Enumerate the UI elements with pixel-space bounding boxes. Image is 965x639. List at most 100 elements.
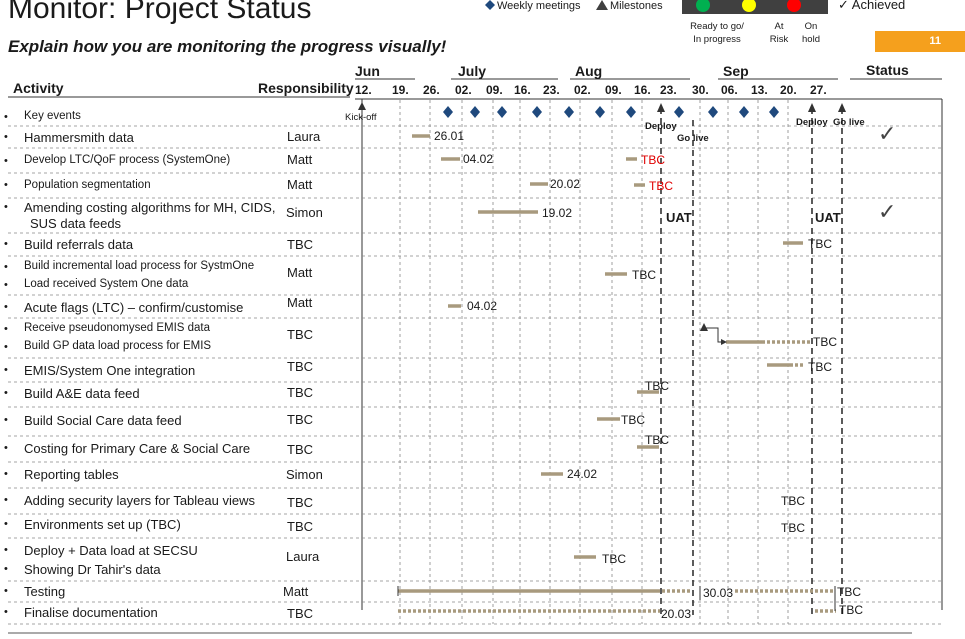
bullet: • bbox=[4, 155, 8, 167]
gantt-bars bbox=[398, 134, 803, 593]
activity-label: Build A&E data feed bbox=[24, 386, 140, 401]
activity-label: Build referrals data bbox=[24, 237, 134, 252]
bullet: • bbox=[4, 414, 8, 426]
week-label: 09. bbox=[605, 83, 622, 97]
deploy-arrow-icon bbox=[657, 103, 665, 112]
page-subtitle: Explain how you are monitoring the progr… bbox=[8, 37, 447, 56]
activity-label: Population segmentation bbox=[24, 179, 151, 191]
bullet: • bbox=[4, 238, 8, 250]
bar-label: 04.02 bbox=[467, 299, 498, 313]
deploy2-arrow-icon bbox=[808, 103, 816, 112]
week-label: 09. bbox=[486, 83, 503, 97]
month-sep: Sep bbox=[723, 63, 749, 79]
responsibility-label: Simon bbox=[286, 205, 323, 220]
golive-label: Go live bbox=[677, 133, 709, 144]
bar-label: TBC bbox=[837, 585, 861, 599]
month-july: July bbox=[458, 63, 487, 79]
milestone-lines bbox=[660, 108, 843, 615]
activity-label: Build incremental load process for Systm… bbox=[24, 260, 255, 272]
bar-label: 20.03 bbox=[661, 607, 692, 621]
bar-label: 26.01 bbox=[434, 129, 465, 143]
responsibility-label: Matt bbox=[283, 584, 309, 599]
activity-label: Deploy + Data load at SECSU bbox=[24, 543, 198, 558]
gantt-dotted-bars bbox=[398, 340, 836, 613]
bullet: • bbox=[4, 179, 8, 191]
golive2-label: Go live bbox=[833, 117, 865, 128]
week-gridlines bbox=[399, 100, 789, 624]
legend-achieved: ✓ Achieved bbox=[838, 0, 906, 12]
bar-label: TBC bbox=[839, 603, 863, 617]
week-label: 23. bbox=[660, 83, 677, 97]
week-label: 06. bbox=[721, 83, 738, 97]
bar-label: TBC bbox=[641, 153, 665, 167]
week-label: 27. bbox=[810, 83, 827, 97]
red-light-icon bbox=[787, 0, 801, 12]
golive2-arrow-icon bbox=[838, 103, 846, 112]
page-title: Monitor: Project Status bbox=[8, 0, 312, 25]
responsibility-label: Matt bbox=[287, 177, 313, 192]
week-label: 02. bbox=[455, 83, 472, 97]
bar-label: TBC bbox=[621, 413, 645, 427]
bar-label: 19.02 bbox=[542, 206, 573, 220]
deploy2-label: Deploy bbox=[796, 117, 828, 128]
responsibility-label: Laura bbox=[287, 129, 321, 144]
week-label: 16. bbox=[634, 83, 651, 97]
bullet: • bbox=[4, 261, 8, 273]
responsibility-label: TBC bbox=[287, 327, 313, 342]
activity-label: Environments set up (TBC) bbox=[24, 517, 181, 532]
bullet: • bbox=[4, 131, 8, 143]
activity-label: Finalise documentation bbox=[24, 605, 158, 620]
bullet: • bbox=[4, 201, 8, 213]
activity-label: Showing Dr Tahir's data bbox=[24, 562, 161, 577]
responsibility-label: TBC bbox=[287, 495, 313, 510]
header-activity: Activity bbox=[13, 80, 64, 96]
responsibility-label: Matt bbox=[287, 265, 313, 280]
bullet: • bbox=[4, 518, 8, 530]
activity-label: Build GP data load process for EMIS bbox=[24, 340, 212, 352]
bullet: • bbox=[4, 585, 8, 597]
bar-label: TBC bbox=[649, 179, 673, 193]
page-number-badge: 11 bbox=[875, 31, 965, 52]
activity-label: Acute flags (LTC) – confirm/customise bbox=[24, 300, 244, 315]
bullet: • bbox=[4, 301, 8, 313]
header-responsibility: Responsibility bbox=[258, 80, 354, 96]
activity-label: Amending costing algorithms for MH, CIDS… bbox=[24, 200, 276, 215]
bar-label: TBC bbox=[808, 360, 832, 374]
legend-on-hold: On hold bbox=[802, 21, 820, 45]
responsibility-label: Laura bbox=[286, 549, 320, 564]
emis-arrow-icon bbox=[721, 339, 727, 345]
activity-label: Reporting tables bbox=[24, 467, 119, 482]
header-status: Status bbox=[866, 62, 909, 78]
kickoff-arrow-icon bbox=[358, 102, 366, 110]
achieved-check-icon: ✓ bbox=[878, 121, 897, 146]
responsibility-label: TBC bbox=[287, 519, 313, 534]
activity-label: Build Social Care data feed bbox=[24, 413, 182, 428]
bar-label: TBC bbox=[781, 521, 805, 535]
week-label: 02. bbox=[574, 83, 591, 97]
activity-label: Hammersmith data bbox=[24, 130, 134, 145]
bar-label: TBC bbox=[602, 552, 626, 566]
responsibility-label: Simon bbox=[286, 467, 323, 482]
responsibility-label: TBC bbox=[287, 442, 313, 457]
legend-ready: Ready to go/In progress bbox=[690, 21, 744, 45]
uat-label: UAT bbox=[815, 210, 841, 225]
bar-label: TBC bbox=[781, 494, 805, 508]
activity-label: Costing for Primary Care & Social Care bbox=[24, 441, 251, 456]
bullet: • bbox=[4, 468, 8, 480]
legend-triangle-icon bbox=[596, 0, 608, 10]
bullet: • bbox=[4, 494, 8, 506]
bar-label: TBC bbox=[808, 237, 832, 251]
bar-label: 04.02 bbox=[463, 152, 494, 166]
bullet: • bbox=[4, 364, 8, 376]
legend-at-risk: At Risk bbox=[769, 21, 789, 45]
week-label: 30. bbox=[692, 83, 709, 97]
week-label: 19. bbox=[392, 83, 409, 97]
responsibility-label: TBC bbox=[287, 359, 313, 374]
bullet: • bbox=[4, 606, 8, 618]
legend-milestones: Milestones bbox=[610, 0, 663, 12]
bullet: • bbox=[4, 111, 8, 123]
bar-label: TBC bbox=[632, 268, 656, 282]
kickoff-label: Kick-off bbox=[345, 112, 377, 123]
activity-label: EMIS/System One integration bbox=[24, 363, 196, 378]
